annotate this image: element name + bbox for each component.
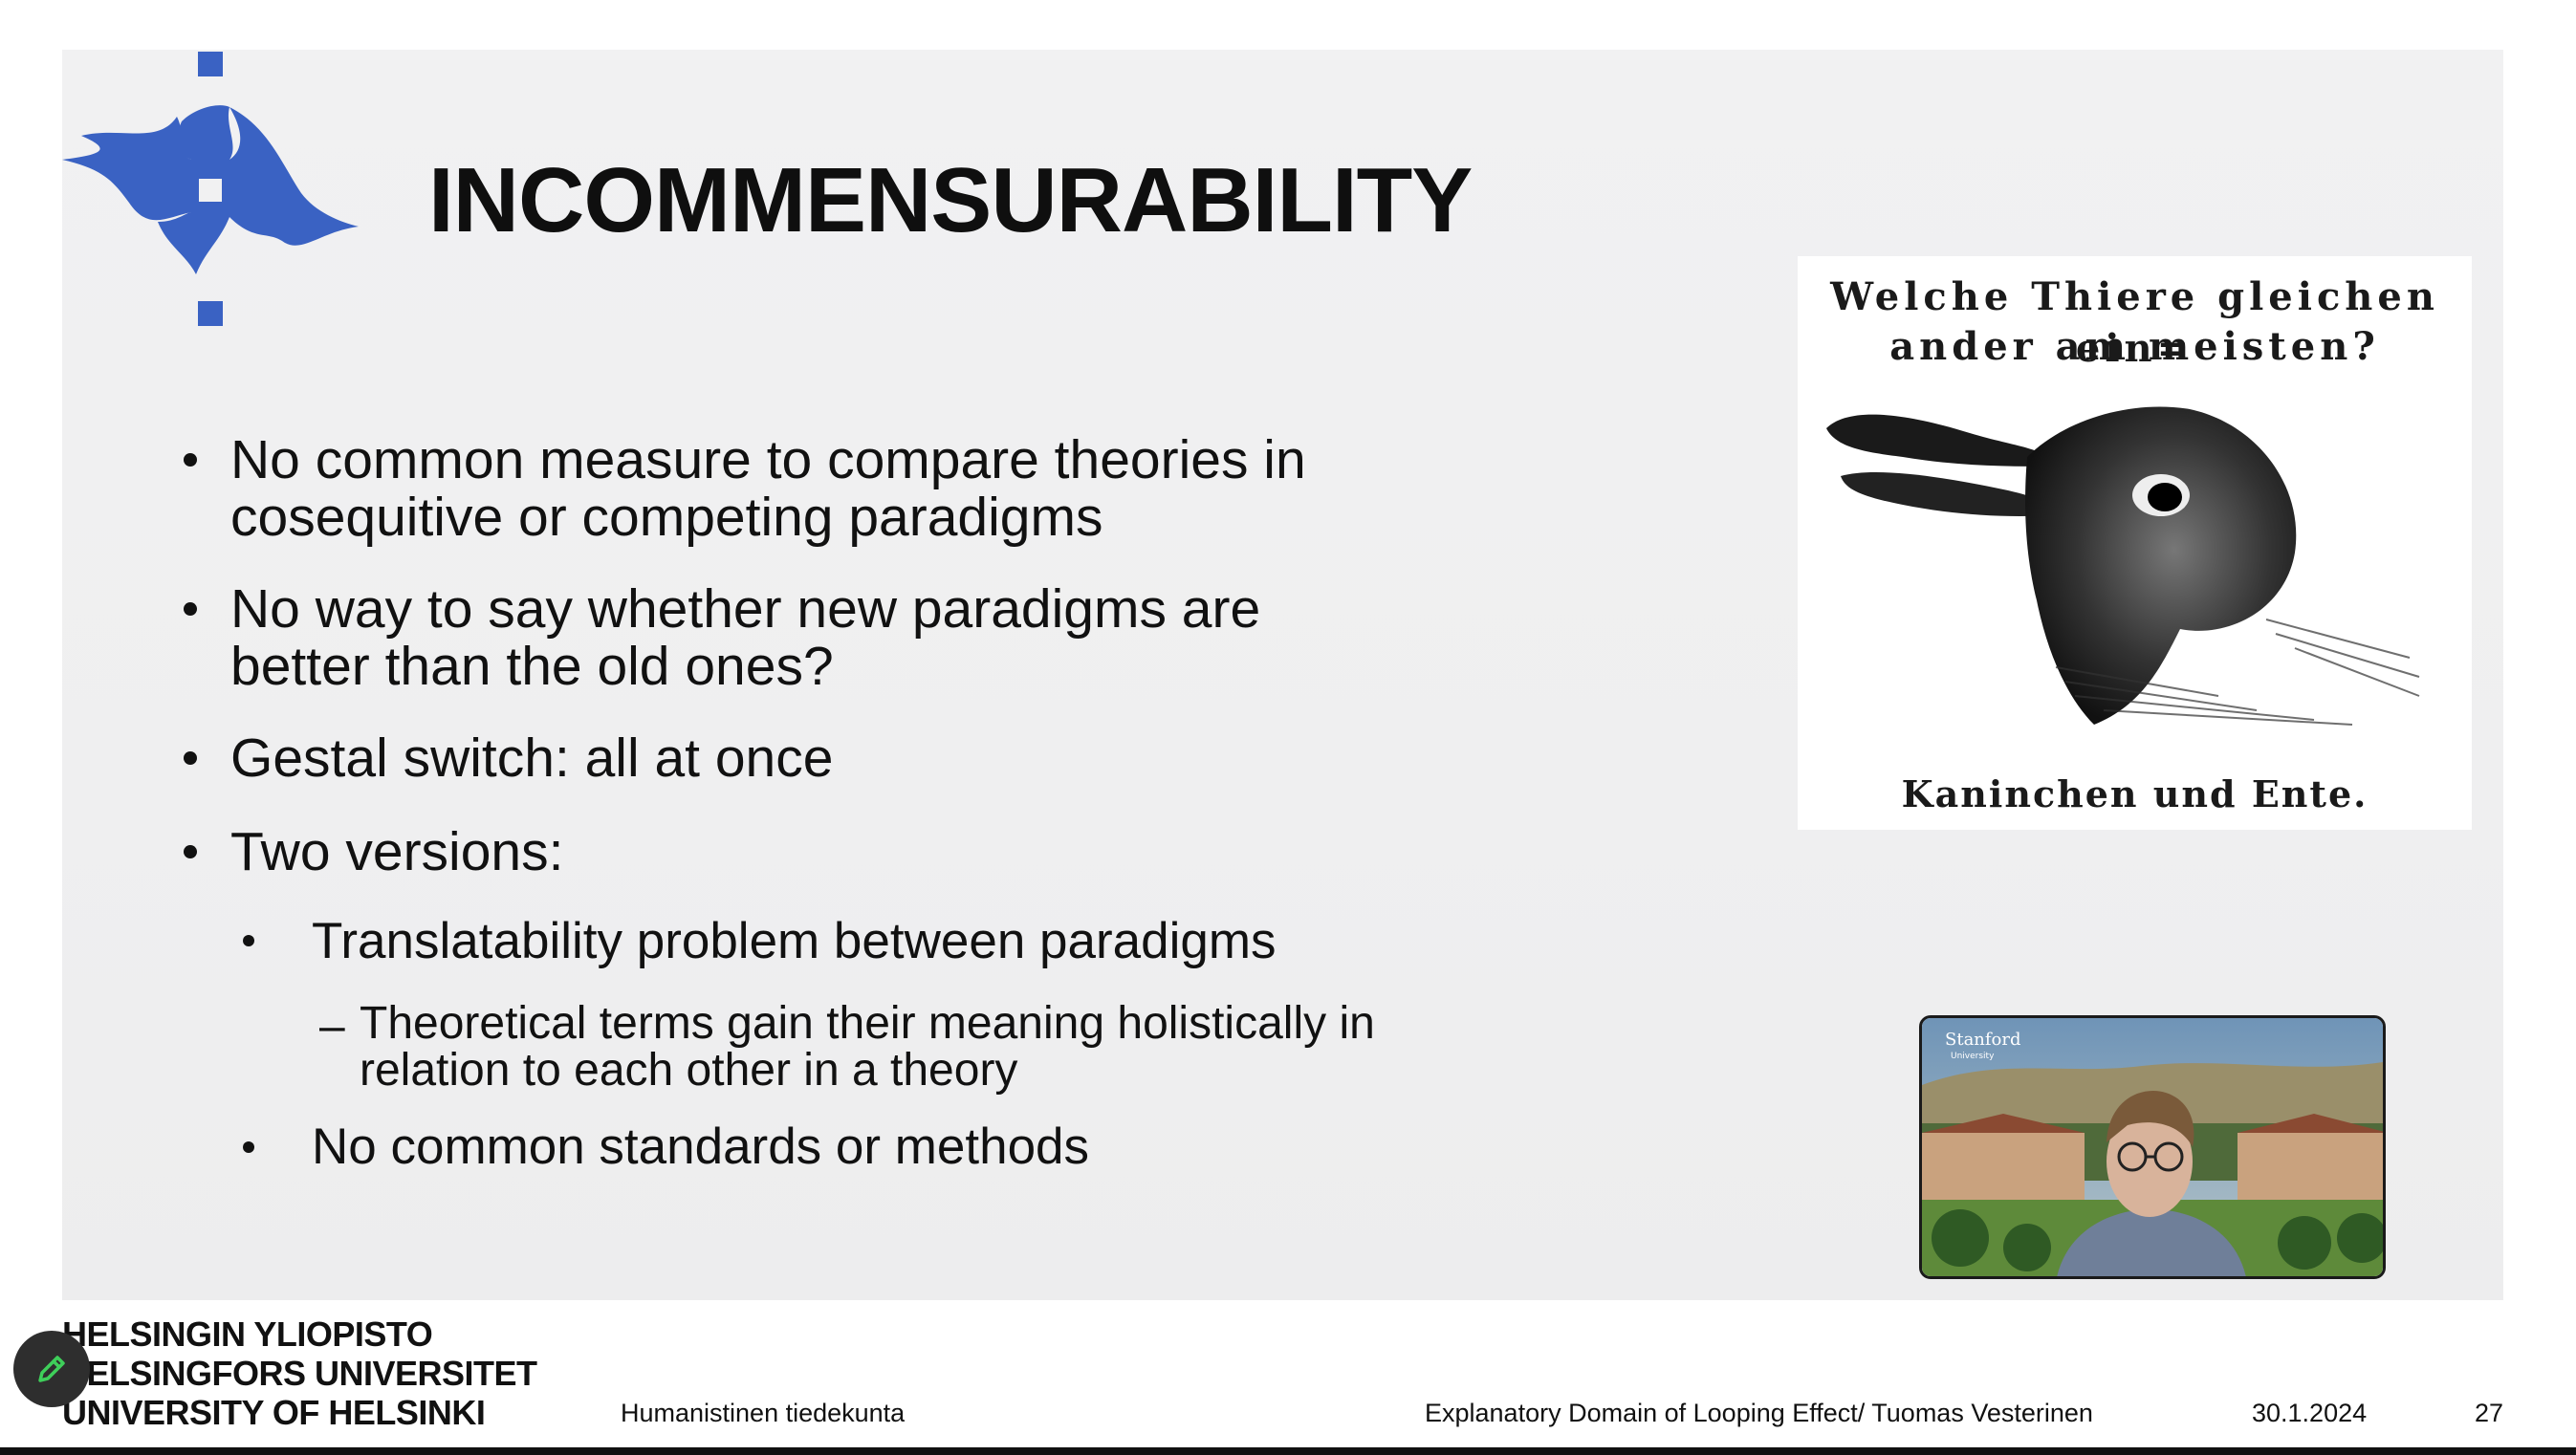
- bullet-dot: [184, 751, 197, 765]
- sub-bullet-dot: [243, 935, 254, 946]
- bullet-3-line-1: Gestal switch: all at once: [230, 728, 834, 789]
- footer-faculty: Humanistinen tiedekunta: [621, 1399, 906, 1427]
- illustration-caption-top-2: ander am meisten?: [1889, 324, 2380, 369]
- sub-sub-bullet-dash: –: [319, 1001, 345, 1052]
- bullet-1-line-1: No common measure to compare theories in: [230, 429, 1306, 490]
- sub-bullet-dot: [243, 1141, 254, 1153]
- video-feed: Stanford University: [1922, 1018, 2383, 1276]
- slide-title: INCOMMENSURABILITY: [428, 149, 1473, 251]
- bullet-2-line-2: better than the old ones?: [230, 636, 834, 697]
- duck-rabbit-illustration: Welche Thiere gleichen ein= ander am mei…: [1798, 256, 2472, 830]
- stanford-logo-text: Stanford: [1945, 1030, 2021, 1050]
- illustration-caption-top-1: Welche Thiere gleichen ein=: [1830, 274, 2439, 371]
- bullet-1-line-2: cosequitive or competing paradigms: [230, 487, 1103, 548]
- duck-rabbit-drawing: [1826, 406, 2420, 726]
- university-logo-icon: [62, 52, 359, 326]
- footer-presentation-title: Explanatory Domain of Looping Effect/ Tu…: [1425, 1399, 2093, 1427]
- bottom-border: [0, 1447, 2576, 1455]
- video-call-thumbnail[interactable]: Stanford University: [1919, 1015, 2386, 1279]
- footer-uni-line-fi: HELSINGIN YLIOPISTO: [62, 1314, 433, 1354]
- illustration-caption-bottom: Kaninchen und Ente.: [1901, 772, 2369, 815]
- sub-bullet-2: No common standards or methods: [312, 1118, 1090, 1175]
- footer-uni-line-sv: HELSINGFORS UNIVERSITET: [62, 1354, 537, 1393]
- stanford-logo-subtext: University: [1951, 1052, 1995, 1061]
- bullet-dot: [184, 453, 197, 467]
- bullet-dot: [184, 602, 197, 616]
- edit-button[interactable]: [13, 1331, 90, 1407]
- bullet-4-line-1: Two versions:: [230, 821, 564, 882]
- footer-university-name: HELSINGIN YLIOPISTO HELSINGFORS UNIVERSI…: [62, 1314, 537, 1432]
- footer-uni-line-en: UNIVERSITY OF HELSINKI: [62, 1393, 486, 1432]
- bullet-dot: [184, 845, 197, 858]
- pencil-icon: [38, 1356, 65, 1382]
- footer-date: 30.1.2024: [2252, 1399, 2368, 1427]
- footer-page-number: 27: [2475, 1399, 2504, 1427]
- sub-sub-bullet-line-1: Theoretical terms gain their meaning hol…: [360, 998, 1375, 1049]
- bullet-2-line-1: No way to say whether new paradigms are: [230, 578, 1261, 640]
- sub-sub-bullet-line-2: relation to each other in a theory: [360, 1045, 1018, 1096]
- sub-bullet-1: Translatability problem between paradigm…: [312, 913, 1277, 969]
